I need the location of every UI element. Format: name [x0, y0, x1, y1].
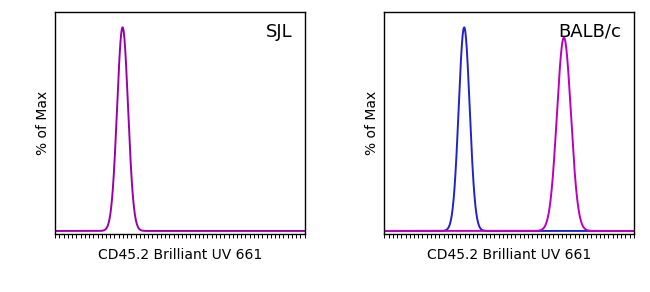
Y-axis label: % of Max: % of Max	[36, 91, 49, 155]
Text: SJL: SJL	[265, 23, 292, 41]
Y-axis label: % of Max: % of Max	[365, 91, 379, 155]
Text: BALB/c: BALB/c	[558, 23, 621, 41]
X-axis label: CD45.2 Brilliant UV 661: CD45.2 Brilliant UV 661	[427, 248, 592, 262]
X-axis label: CD45.2 Brilliant UV 661: CD45.2 Brilliant UV 661	[98, 248, 262, 262]
